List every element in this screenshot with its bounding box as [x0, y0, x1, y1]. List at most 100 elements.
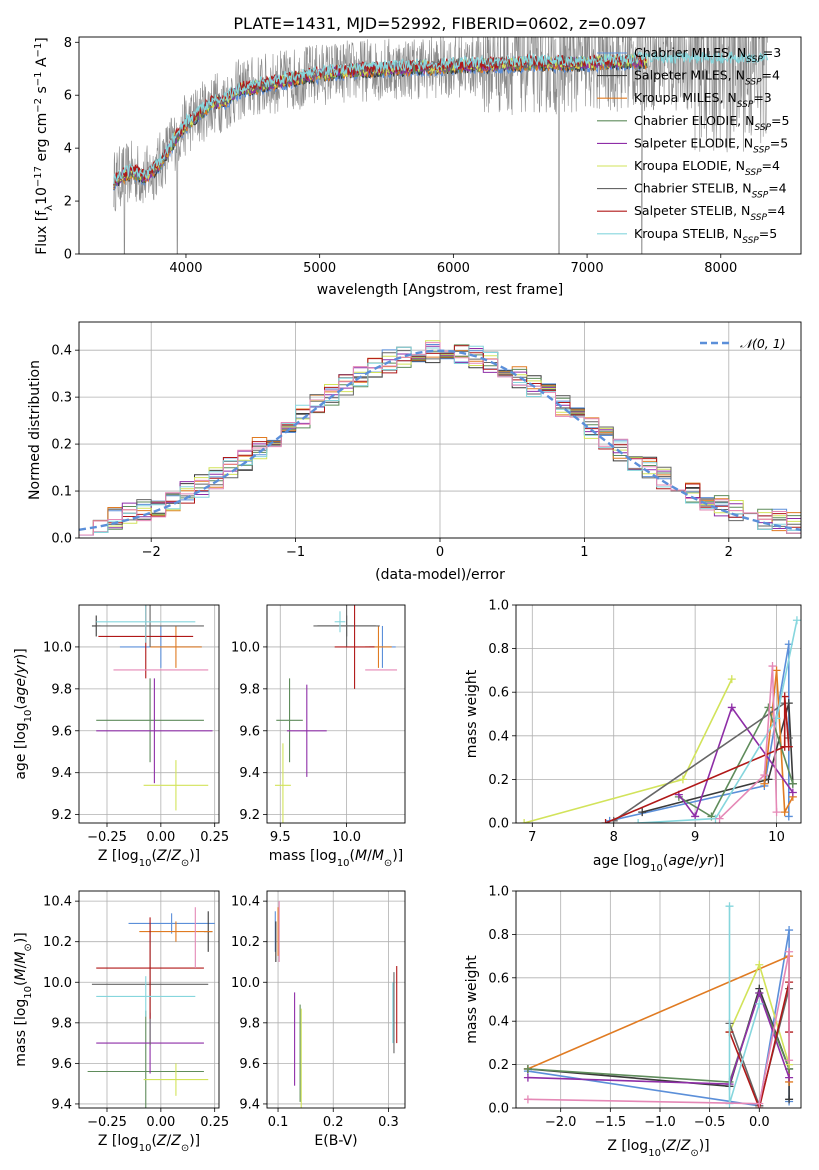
- data-point-marker: [784, 742, 793, 751]
- y-tick-label: 0.3: [51, 391, 72, 406]
- spectrum-legend: Chabrier MILES, NSSP=3 Salpeter MILES, NS…: [597, 45, 789, 246]
- data-point-marker: [727, 675, 736, 684]
- data-point-marker: [785, 926, 794, 935]
- x-tick-label: −1.0: [644, 1115, 676, 1130]
- axes-frame: [78, 604, 220, 824]
- weight-line-salpeter-elodie: [527, 990, 790, 1085]
- data-point-marker: [780, 692, 789, 701]
- x-tick-label: −2.0: [545, 1115, 577, 1130]
- y-tick-label: 0.1: [51, 485, 72, 500]
- x-tick-label: 10: [768, 830, 785, 845]
- y-tick-label: 0.6: [488, 686, 509, 701]
- data-point-marker: [760, 771, 769, 780]
- legend-entry: 𝒩(0, 1): [740, 336, 786, 351]
- weight-line-salpeter-stelib: [605, 696, 790, 823]
- y-tick-label: 0: [64, 248, 72, 263]
- data-point-marker: [678, 775, 687, 784]
- y-tick-label: 9.4: [239, 1097, 260, 1112]
- data-point-marker: [725, 902, 734, 911]
- y-tick-label: 9.4: [239, 766, 260, 781]
- x-axis-label: Z [log10(Z/Z⊙)]: [607, 1138, 709, 1159]
- x-tick-label: −1.5: [595, 1115, 627, 1130]
- data-point-marker: [520, 819, 529, 823]
- y-tick-label: 9.4: [51, 766, 72, 781]
- y-tick-label: 9.6: [51, 1057, 72, 1072]
- x-axis-label: Z [log10(Z/Z⊙)]: [98, 848, 200, 869]
- x-tick-label: 0.25: [200, 1115, 229, 1130]
- data-point-marker: [755, 1099, 764, 1108]
- model-line-kroupa-stelib: [113, 50, 769, 185]
- y-tick-label: 0.0: [488, 817, 509, 832]
- y-tick-label: 0.4: [488, 1015, 509, 1030]
- data-point-marker: [792, 616, 801, 625]
- data-point-marker: [727, 703, 736, 712]
- y-tick-label: 0.6: [488, 971, 509, 986]
- x-tick-label: 0.0: [749, 1115, 770, 1130]
- data-point-marker: [715, 814, 724, 823]
- y-tick-label: 9.2: [51, 808, 72, 823]
- normal-reference-curve: [79, 349, 801, 531]
- legend-entry: Chabrier STELIB, NSSP=4: [634, 181, 787, 201]
- x-tick-label: 0.1: [268, 1115, 289, 1130]
- legend-entry: Chabrier ELODIE, NSSP=5: [634, 113, 789, 133]
- y-axis-label: mass weight: [464, 669, 480, 758]
- data-point-marker: [601, 819, 610, 823]
- plot-area: [79, 340, 801, 536]
- x-tick-label: 10.0: [332, 830, 361, 845]
- x-tick-label: 0.25: [200, 830, 229, 845]
- data-point-marker: [785, 1056, 794, 1065]
- x-tick-label: −2: [142, 545, 161, 560]
- figure-title: PLATE=1431, MJD=52992, FIBERID=0602, z=0…: [233, 14, 646, 33]
- model-line-salpeter-miles: [113, 57, 648, 190]
- data-point-marker: [523, 1095, 532, 1104]
- residuals-panel: −2 −1 0 1 2 0.0 0.1 0.2 0.3 0.4 𝒩(0, 1) (data-model…: [27, 321, 802, 583]
- plot-area: [113, 37, 769, 254]
- x-tick-label: 0.2: [323, 1115, 344, 1130]
- x-axis-label: Z [log10(Z/Z⊙)]: [98, 1133, 200, 1154]
- plot-area: [274, 901, 398, 1108]
- y-tick-label: 0.8: [488, 642, 509, 657]
- data-point-marker: [788, 788, 797, 797]
- data-point-marker: [523, 1073, 532, 1082]
- y-tick-label: 0.4: [488, 729, 509, 744]
- y-tick-label: 10.2: [43, 935, 72, 950]
- spectrum-panel: 4000 5000 6000 7000 8000 0 2 4 6 8 Chabrier MILES,…: [33, 36, 802, 298]
- weight-line-pink_extra: [719, 665, 778, 820]
- y-tick-label: 0.0: [488, 1102, 509, 1117]
- weight-line-kroupa-stelib: [638, 620, 798, 823]
- data-point-marker: [772, 808, 781, 817]
- x-tick-label: 4000: [169, 261, 202, 276]
- data-point-marker: [784, 812, 793, 821]
- data-point-marker: [768, 662, 777, 671]
- x-tick-label: 8: [610, 830, 618, 845]
- plot-area: [87, 907, 215, 1108]
- y-axis-label: mass weight: [464, 955, 480, 1044]
- y-tick-label: 9.8: [51, 1016, 72, 1031]
- x-tick-label: −1: [286, 545, 305, 560]
- axes-frame: [78, 321, 802, 539]
- y-tick-label: 9.2: [239, 808, 260, 823]
- data-point-marker: [785, 947, 794, 956]
- y-tick-label: 10.4: [43, 895, 72, 910]
- weight-line-pink_extra: [527, 951, 790, 1105]
- x-tick-label: −0.25: [87, 830, 127, 845]
- legend-entry: Salpeter MILES, NSSP=4: [634, 68, 780, 88]
- residual-histogram: [79, 342, 801, 536]
- y-tick-label: 9.8: [239, 1016, 260, 1031]
- massweight-vs-metallicity-panel: −2.0 −1.5 −1.0 −0.5 0.0 0.0 0.2 0.4 0.6 0.8 1.0 Z […: [464, 885, 802, 1159]
- y-tick-label: 6: [64, 89, 72, 104]
- x-tick-label: 7000: [571, 261, 604, 276]
- x-tick-label: 8000: [704, 261, 737, 276]
- x-axis-label: wavelength [Angstrom, rest frame]: [317, 282, 563, 298]
- y-tick-label: 2: [64, 195, 72, 210]
- x-tick-label: 9.5: [270, 830, 291, 845]
- data-point-marker: [785, 1095, 794, 1104]
- age-vs-metallicity-panel: −0.25 0.00 0.25 9.2 9.4 9.6 9.8 10.0 Z [log10(Z/…: [13, 604, 229, 869]
- x-tick-label: 5000: [303, 261, 336, 276]
- axes-frame: [515, 890, 802, 1109]
- y-tick-label: 9.6: [51, 724, 72, 739]
- axes-frame: [78, 890, 220, 1109]
- legend-entry: Kroupa ELODIE, NSSP=4: [634, 158, 780, 178]
- legend-entry: Chabrier MILES, NSSP=3: [634, 45, 781, 65]
